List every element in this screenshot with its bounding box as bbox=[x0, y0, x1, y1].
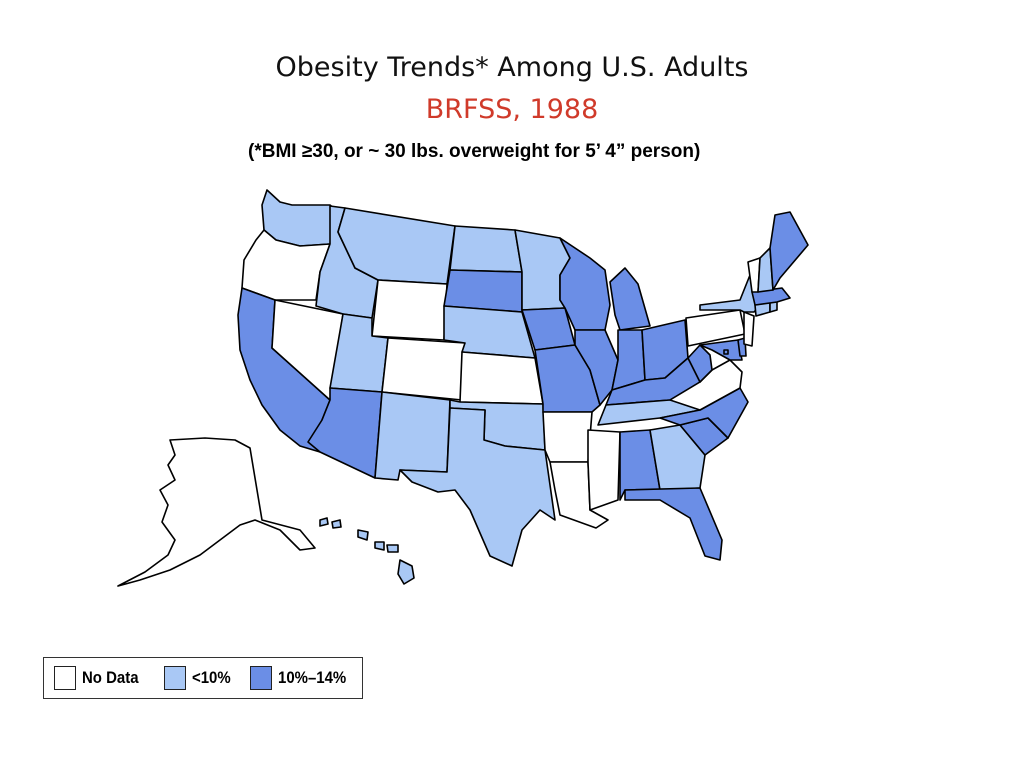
legend-item-10to14: 10%–14% bbox=[250, 665, 356, 691]
states-layer bbox=[117, 189, 809, 587]
state-me bbox=[769, 211, 809, 291]
legend-swatch-lt10 bbox=[164, 666, 186, 690]
state-mi bbox=[609, 267, 651, 331]
state-ak bbox=[117, 437, 316, 587]
legend-item-lt10: <10% bbox=[164, 665, 236, 691]
state-dc bbox=[723, 349, 729, 355]
bmi-footnote: (*BMI ≥30, or ~ 30 lbs. overweight for 5… bbox=[248, 141, 701, 162]
legend-label-lt10: <10% bbox=[192, 668, 231, 687]
state-nm bbox=[374, 391, 451, 481]
state-ms bbox=[587, 429, 621, 511]
state-fl bbox=[624, 487, 723, 561]
state-md bbox=[699, 339, 743, 361]
legend-item-no-data: No Data bbox=[54, 665, 146, 691]
state-ga bbox=[649, 424, 706, 491]
state-tx bbox=[399, 407, 556, 567]
legend: No Data <10% 10%–14% bbox=[43, 657, 363, 699]
map-title: Obesity Trends* Among U.S. Adults bbox=[275, 52, 749, 83]
state-il bbox=[574, 329, 619, 406]
legend-label-no-data: No Data bbox=[82, 668, 139, 687]
legend-label-10to14: 10%–14% bbox=[278, 668, 347, 687]
state-wv bbox=[687, 344, 713, 383]
map-subtitle: BRFSS, 1988 bbox=[425, 94, 599, 125]
state-wy bbox=[371, 279, 448, 341]
state-sd bbox=[443, 269, 523, 313]
state-co bbox=[381, 337, 466, 401]
state-ks bbox=[459, 351, 544, 405]
state-nj bbox=[743, 311, 755, 347]
state-hi bbox=[319, 517, 415, 585]
state-nd bbox=[449, 225, 523, 273]
legend-swatch-no-data bbox=[54, 666, 76, 690]
legend-swatch-10to14 bbox=[250, 666, 272, 690]
state-ar bbox=[542, 411, 593, 463]
